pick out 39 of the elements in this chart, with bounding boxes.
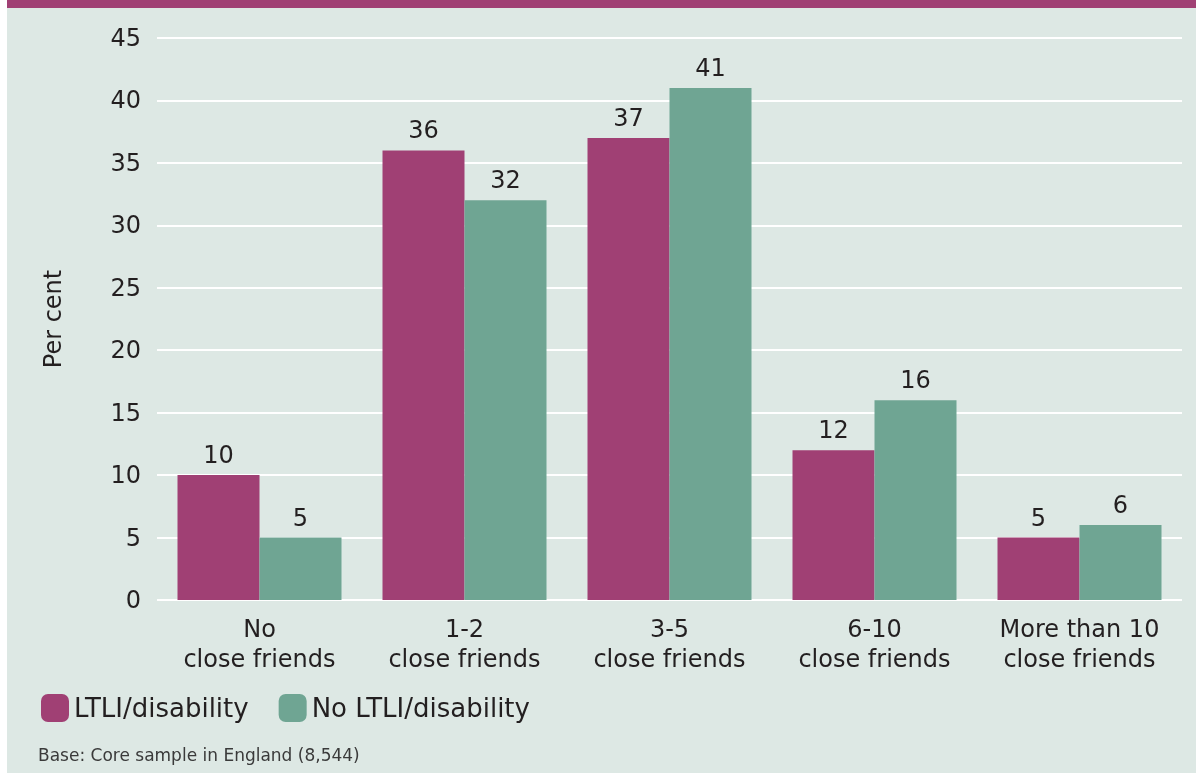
legend-label: LTLI/disability: [74, 693, 249, 723]
text: Base: Core sample in England (8,544): [38, 744, 360, 765]
bar: [587, 137, 670, 600]
y-tick-label: 45: [110, 24, 141, 52]
y-tick-label: 5: [125, 523, 141, 552]
bar: [464, 200, 547, 600]
y-tick-label: 15: [110, 398, 141, 427]
data-label: 6: [1112, 491, 1129, 520]
x-tick-label: 1-2 close friends: [388, 615, 541, 673]
bar: [259, 537, 342, 600]
bar: [792, 450, 875, 600]
x-tick-label: No close friends: [183, 615, 336, 673]
data-label: 32: [490, 166, 521, 195]
data-label: 37: [613, 103, 644, 132]
y-tick-label: 10: [110, 461, 141, 490]
legend-label: No LTLI/disability: [311, 693, 530, 723]
bar: [1079, 525, 1162, 600]
bar: [382, 150, 465, 600]
data-label: 5: [1030, 503, 1047, 532]
x-tick-label: More than 10 close friends: [999, 615, 1160, 673]
bar: [177, 475, 260, 600]
bar: [669, 87, 752, 600]
data-label: 41: [695, 53, 726, 82]
data-label: 36: [408, 116, 439, 145]
data-label: 12: [818, 416, 849, 445]
y-tick-label: 25: [110, 273, 141, 302]
x-tick-label: 3-5 close friends: [593, 615, 746, 673]
y-tick-label: 30: [110, 211, 141, 240]
data-label: 10: [203, 441, 234, 470]
y-tick-label: 40: [110, 86, 141, 115]
x-tick-label: 6-10 close friends: [798, 615, 951, 673]
data-label: 16: [900, 366, 931, 395]
y-tick-label: 0: [125, 586, 141, 614]
y-tick-label: 20: [110, 336, 141, 365]
y-tick-label: 35: [110, 148, 141, 177]
data-label: 5: [292, 503, 309, 532]
bar: [874, 400, 957, 600]
y-axis-title: Per cent: [39, 269, 67, 369]
bar: [997, 537, 1080, 600]
